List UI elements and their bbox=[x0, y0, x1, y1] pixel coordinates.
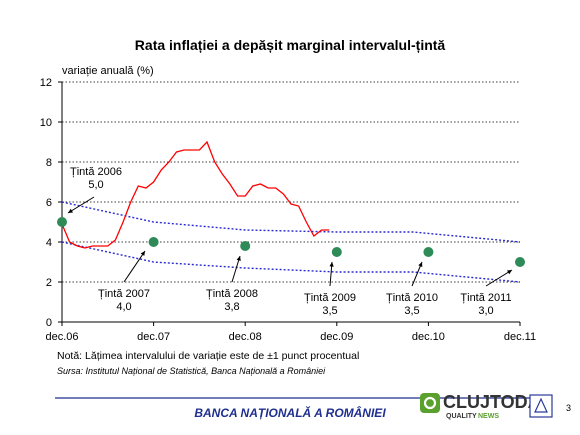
target-label-4: Țintă 2010 bbox=[386, 292, 438, 304]
target-value-5: 3,0 bbox=[478, 305, 493, 317]
y-tick-label-12: 12 bbox=[40, 77, 52, 89]
target-value-0: 5,0 bbox=[88, 179, 103, 191]
logo-text: CLUJTODAY bbox=[443, 392, 551, 412]
target-arrowhead-5 bbox=[507, 270, 512, 275]
target-arrowhead-0 bbox=[68, 208, 73, 213]
target-dot-5 bbox=[515, 257, 525, 267]
bnr-emblem bbox=[529, 394, 553, 418]
y-tick-label-10: 10 bbox=[40, 117, 52, 129]
inflation-series bbox=[61, 140, 330, 249]
target-label-3: Țintă 2009 bbox=[304, 292, 356, 304]
gridlines bbox=[62, 81, 520, 283]
target-dot-4 bbox=[423, 247, 434, 257]
chart-source: Sursa: Institutul Național de Statistică… bbox=[57, 366, 326, 376]
y-tick-label-2: 2 bbox=[46, 277, 52, 289]
target-arrowhead-1 bbox=[140, 251, 145, 256]
y-tick-label-8: 8 bbox=[46, 157, 52, 169]
target-dot-2 bbox=[240, 241, 251, 251]
plot-area: 0 2 4 6 8 10 12 dec.06 dec.07 dec.08 dec.09 dec.10… bbox=[40, 77, 536, 343]
target-arrowhead-4 bbox=[418, 262, 423, 267]
target-dot-3 bbox=[331, 247, 342, 257]
logo-sub-right: NEWS bbox=[478, 413, 499, 420]
logo-icon bbox=[420, 393, 440, 413]
target-value-4: 3,5 bbox=[404, 305, 419, 317]
target-dot-1 bbox=[148, 237, 159, 247]
y-axis-label: variație anuală (%) bbox=[62, 65, 154, 77]
target-label-0: Țintă 2006 bbox=[70, 166, 122, 178]
x-tick-labels: dec.06 dec.07 dec.08 dec.09 dec.10 dec.11 bbox=[45, 331, 536, 343]
x-tick-label-dec.07: dec.07 bbox=[137, 331, 170, 343]
x-tick-label-dec.08: dec.08 bbox=[229, 331, 262, 343]
x-tick-label-dec.09: dec.09 bbox=[320, 331, 353, 343]
logo-sub-left: QUALITY bbox=[446, 413, 477, 420]
bank-name: BANCA NAȚIONALĂ A ROMÂNIEI bbox=[194, 405, 386, 420]
y-tick-label-6: 6 bbox=[46, 197, 52, 209]
target-value-2: 3,8 bbox=[224, 301, 239, 313]
target-arrowhead-2 bbox=[236, 256, 241, 261]
band-lower-line bbox=[61, 241, 521, 283]
chart-title: Rata inflației a depășit marginal interv… bbox=[135, 37, 446, 53]
target-value-3: 3,5 bbox=[322, 305, 337, 317]
x-tick-label-dec.06: dec.06 bbox=[45, 331, 78, 343]
target-label-5: Țintă 2011 bbox=[460, 292, 511, 304]
band-upper-line bbox=[61, 201, 521, 243]
y-tick-labels: 0 2 4 6 8 10 12 bbox=[40, 77, 52, 329]
page-number: 3 bbox=[566, 403, 571, 413]
target-arrowhead-3 bbox=[329, 262, 334, 267]
x-tick-label-dec.10: dec.10 bbox=[412, 331, 445, 343]
logo-icon-ring bbox=[423, 396, 437, 410]
chart-note: Notă: Lățimea intervalului de variație e… bbox=[57, 350, 359, 362]
target-label-1: Țintă 2007 bbox=[98, 288, 150, 300]
x-tick-label-dec.11: dec.11 bbox=[504, 331, 536, 343]
inflation-line bbox=[61, 140, 330, 249]
emblem-shape bbox=[534, 397, 548, 413]
y-tick-label-0: 0 bbox=[46, 317, 52, 329]
y-tick-label-4: 4 bbox=[46, 237, 52, 249]
target-dot-0 bbox=[57, 217, 67, 227]
target-arrow-2 bbox=[231, 255, 241, 283]
cluj-today-logo: CLUJTODAY QUALITY NEWS bbox=[420, 392, 551, 420]
target-arrow-0 bbox=[67, 196, 95, 214]
target-label-2: Țintă 2008 bbox=[206, 288, 258, 300]
target-arrow-1 bbox=[123, 250, 146, 283]
target-value-1: 4,0 bbox=[116, 301, 131, 313]
target-arrow-5 bbox=[485, 269, 513, 287]
